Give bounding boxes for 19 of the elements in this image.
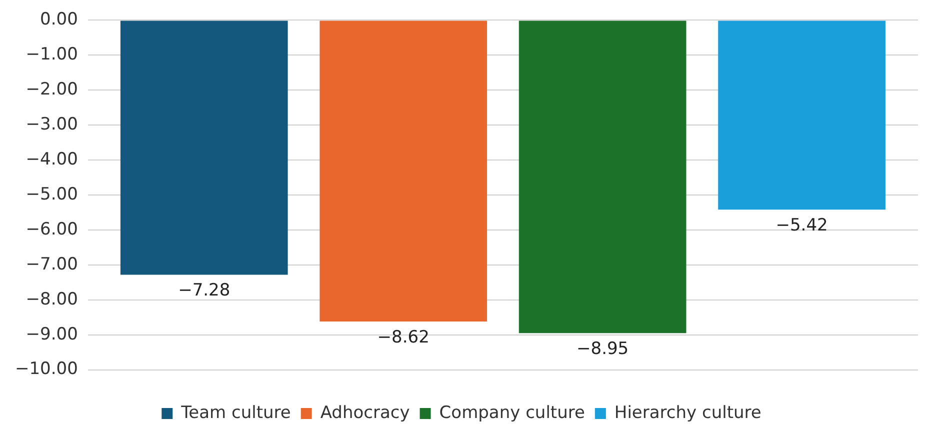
y-tick-label: −7.00	[26, 254, 78, 274]
data-label: −8.62	[377, 327, 430, 348]
legend-label: Team culture	[180, 402, 291, 423]
y-tick-label: −2.00	[26, 80, 78, 100]
data-label: −5.42	[776, 216, 828, 236]
y-tick-label: −8.00	[26, 289, 78, 310]
y-tick-label: 0.00	[40, 10, 78, 30]
y-tick-label: −3.00	[26, 114, 78, 134]
y-tick-label: −9.00	[26, 324, 78, 344]
data-label: −8.95	[576, 339, 629, 360]
legend-label: Adhocracy	[320, 402, 410, 423]
y-tick-label: −1.00	[26, 44, 78, 65]
data-label: −7.28	[178, 280, 230, 301]
y-tick-label: −4.00	[26, 149, 78, 170]
y-tick-label: −5.00	[26, 184, 78, 204]
y-tick-label: −10.00	[14, 359, 78, 380]
legend-label: Company culture	[439, 402, 585, 423]
legend-label: Hierarchy culture	[614, 402, 762, 423]
y-tick-label: −6.00	[26, 219, 78, 240]
